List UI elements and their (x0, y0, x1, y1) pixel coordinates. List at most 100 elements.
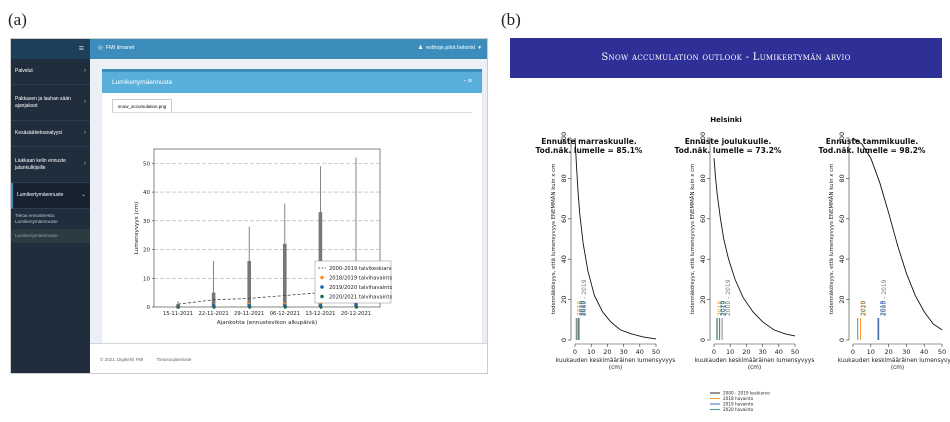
x-tick-label: 10 (867, 348, 875, 356)
observation-label: 2020 (719, 301, 726, 316)
x-tick-label: 20 (884, 348, 892, 356)
tab-file[interactable]: snow_accumulation.png (112, 99, 173, 112)
y-tick-label: 100 (699, 132, 707, 144)
globe-icon: ◎ (98, 45, 103, 51)
y-tick-label: 20 (699, 295, 707, 303)
chevron-down-icon: ⌄ (80, 191, 86, 198)
city-name: Helsinki (710, 116, 742, 124)
chevron-right-icon: › (84, 160, 86, 167)
y-tick-label: 60 (560, 215, 568, 223)
sidebar-item-kesasaatieto[interactable]: Kesäsäätietoanalyysi › (11, 121, 90, 147)
legend-label: 2018 havainto (723, 396, 754, 401)
x-axis-label-line2: (cm) (748, 365, 761, 371)
legend-label: 2019/2020 talvihavainto (329, 285, 392, 291)
x-tick-label: 0 (712, 348, 716, 356)
y-tick-label: 10 (143, 276, 150, 282)
chevron-right-icon: › (84, 67, 86, 74)
box-tools-button[interactable]: - ≡ (463, 78, 472, 85)
x-tick-label: 10 (726, 348, 734, 356)
sidebar: ≡ Palvelut › Pakkasen ja lauhan sään ajan… (11, 39, 90, 373)
series-point (248, 305, 252, 309)
legend-box (314, 260, 392, 304)
user-menu[interactable]: ♟ esthoje.pilot.helsinki ▾ (418, 45, 481, 51)
copyright-text: © 2021. Digikehit FMI (100, 357, 144, 362)
chart-title-2: Ennuste tammikuulle. Tod.näk. lumelle = 9… (802, 137, 942, 156)
y-tick-label: 40 (143, 190, 150, 196)
box (247, 261, 251, 307)
panel-label-a: (a) (8, 10, 27, 29)
series-point (354, 302, 358, 306)
legend-label: 2000-2019 talvikeskiarvo (329, 266, 392, 272)
chevron-right-icon: › (84, 129, 86, 136)
sidebar-item-label: Kesäsäätietoanalyysi (15, 130, 62, 137)
sidebar-item-liukkaan-kelin[interactable]: Liukkaan kelin ennuste jalankulkijoille › (11, 147, 90, 183)
observation-label: 2000 - 2019 (881, 279, 888, 316)
sidebar-subitem-lumikertyma[interactable]: Lumikertymäennuste (11, 228, 90, 243)
y-tick-label: 80 (560, 174, 568, 182)
sidebar-item-palvelut[interactable]: Palvelut › (11, 59, 90, 85)
observation-label: 2020 (579, 301, 586, 316)
tab-divider (112, 112, 472, 113)
y-tick-label: 40 (699, 255, 707, 263)
privacy-link[interactable]: Tietosuojaseloste (156, 357, 192, 362)
y-tick-label: 30 (143, 219, 150, 225)
app-brand[interactable]: ◎ FMI ilmanet (98, 45, 135, 51)
series-point (212, 305, 216, 309)
legend-label: 2020 havainto (723, 407, 754, 412)
observation-label: 2020 (860, 301, 867, 316)
y-tick-label: 0 (560, 338, 568, 342)
series-point (283, 305, 287, 309)
observation-label: 2000 - 2019 (581, 279, 588, 316)
x-tick-label: 40 (920, 348, 928, 356)
x-tick-label: 40 (636, 348, 644, 356)
series-point (177, 305, 181, 309)
chevron-right-icon: › (84, 98, 86, 105)
legend-swatch (320, 285, 324, 289)
hamburger-icon[interactable]: ≡ (78, 43, 84, 53)
sidebar-item-lumikertyma[interactable]: Lumikertymäennuste ⌄ (11, 183, 90, 209)
sidebar-item-label: Liukkaan kelin ennuste jalankulkijoille (15, 158, 66, 171)
app-name: FMI ilmanet (105, 45, 135, 51)
observation-label: 2018 (577, 301, 584, 316)
x-tick-label: 29-11-2021 (234, 311, 264, 317)
x-tick-label: 20 (603, 348, 611, 356)
outlook-banner: Snow accumulation outlook - Lumikertymän… (510, 38, 942, 78)
chart-title-1: Ennuste joulukuulle. Tod.näk. lumelle = 7… (663, 137, 793, 156)
y-tick-label: 60 (838, 215, 846, 223)
y-axis-label: todennäköisyys, että lumensyvyys ENEMMÄN… (828, 164, 835, 315)
panel-label-b: (b) (501, 10, 521, 29)
x-tick-label: 30 (619, 348, 627, 356)
x-tick-label: 50 (791, 348, 799, 356)
sidebar-subitem-tietoa[interactable]: Tietoa ennusteesta: Lumikertymäennuste (15, 213, 58, 224)
sidebar-item-pakkasen[interactable]: Pakkasen ja lauhan sään ajanjaksot › (11, 85, 90, 121)
y-tick-label: 0 (838, 338, 846, 342)
x-axis-label-line1: kuukauden keskimääräinen lumensyvyys (838, 358, 950, 364)
probability-curve (574, 137, 657, 340)
chart-title-text: Ennuste marraskuulle. (541, 137, 637, 146)
y-axis-label: todennäköisyys, että lumensyvyys ENEMMÄN… (689, 164, 696, 315)
y-tick-label: 50 (143, 161, 150, 167)
x-tick-label: 06-12-2021 (270, 311, 300, 317)
sidebar-toggle[interactable]: ≡ (11, 39, 90, 59)
legend-label: 2019 havainto (723, 402, 754, 407)
snow-depth-chart: 0 10 20 30 40 50 15-11-2021 22-11-2021 29-11-202… (134, 148, 392, 326)
x-tick-label: 20 (742, 348, 750, 356)
x-tick-label: 20-12-2021 (341, 311, 371, 317)
series-point (319, 305, 323, 309)
y-tick-label: 100 (838, 132, 846, 144)
observation-label: 2019 (721, 301, 728, 316)
x-tick-label: 50 (938, 348, 946, 356)
box (318, 212, 323, 307)
x-tick-label: 22-11-2021 (199, 311, 229, 317)
x-tick-label: 50 (652, 348, 660, 356)
y-tick-label: 0 (147, 305, 151, 311)
x-tick-label: 10 (587, 348, 595, 356)
y-tick-label: 100 (560, 132, 568, 144)
legend-label: 2018/2019 talvihavainto (329, 276, 392, 282)
x-axis-label-line2: (cm) (609, 365, 622, 371)
x-axis-label-line1: kuukauden keskimääräinen lumensyvyys (556, 358, 675, 364)
y-tick-label: 0 (699, 338, 707, 342)
probability-curve (852, 137, 943, 331)
screenshot-panel-a: ≡ Palvelut › Pakkasen ja lauhan sään ajan… (10, 38, 488, 374)
